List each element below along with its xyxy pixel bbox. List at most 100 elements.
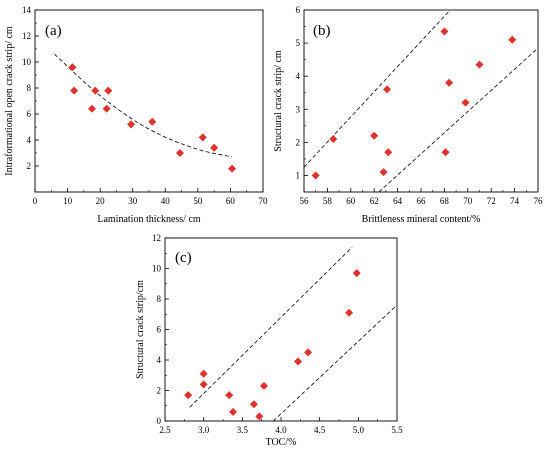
data-point (199, 369, 208, 378)
y-tick-label: 8 (27, 83, 32, 93)
plot-frame (34, 9, 264, 193)
y-tick-label: 8 (157, 294, 162, 304)
x-tick-label: 40 (161, 196, 171, 206)
y-tick-label: 1 (296, 170, 301, 180)
x-tick-label: 66 (417, 196, 427, 206)
chart-panel-a: 0 10 20 30 40 50 60 70 2 4 6 8 10 12 14 Lamination thic… (4, 5, 268, 225)
y-tick-label: 12 (152, 233, 161, 243)
data-point (249, 400, 258, 409)
plot-frame (303, 9, 539, 193)
data-point (175, 149, 184, 157)
data-point (91, 86, 100, 95)
chart-panel-b: 56 58 60 62 64 66 68 70 72 74 76123456Brittleness … (273, 5, 543, 225)
data-point (294, 357, 303, 366)
y-tick-label: 2 (27, 161, 32, 171)
data-point (445, 78, 454, 87)
x-tick-label: 58 (323, 196, 333, 206)
panel-label: (c) (175, 250, 192, 266)
data-point (102, 104, 111, 113)
y-axis-label: Intraformational open crack strip/ cm (4, 26, 15, 176)
x-tick-label: 30 (128, 196, 138, 206)
data-point (311, 171, 320, 180)
chart-panel-c: 2.5 3.0 3.5 4.0 4.5 5.0 5.5 0 2 4 6 8 10 12 TOC/% Struc… (135, 233, 403, 448)
data-point (229, 407, 238, 416)
y-tick-label: 14 (22, 5, 32, 15)
y-tick-label: 10 (22, 57, 32, 67)
x-tick-label: 5.5 (391, 425, 403, 435)
panel-label: (b) (313, 23, 331, 39)
data-point (104, 86, 113, 95)
x-tick-label: 4.5 (314, 425, 326, 435)
data-point (383, 85, 392, 94)
data-point (461, 98, 470, 107)
data-point (127, 120, 136, 129)
x-tick-label: 50 (193, 196, 203, 206)
data-point (352, 269, 361, 278)
data-point (199, 380, 208, 389)
lower-envelope-line (272, 304, 397, 421)
y-tick-label: 12 (22, 31, 31, 41)
data-point (384, 148, 393, 157)
y-tick-label: 5 (296, 38, 301, 48)
y-tick-label: 4 (157, 355, 162, 365)
x-tick-label: 2.5 (159, 425, 171, 435)
data-point (184, 391, 193, 400)
y-tick-label: 0 (157, 416, 162, 426)
x-axis-label: Lamination thickness/ cm (97, 214, 201, 225)
data-point (370, 131, 379, 140)
x-tick-label: 60 (226, 196, 236, 206)
data-point (508, 35, 517, 44)
data-point (475, 60, 484, 69)
x-tick-label: 0 (33, 196, 38, 206)
y-tick-label: 2 (296, 137, 301, 147)
upper-envelope-line (304, 10, 451, 168)
x-tick-label: 3.0 (198, 425, 210, 435)
data-point (88, 104, 96, 113)
data-point (225, 391, 234, 400)
data-point (441, 148, 450, 157)
x-tick-label: 4.0 (275, 425, 287, 435)
lower-envelope-line (378, 47, 538, 192)
x-tick-label: 68 (440, 196, 450, 206)
x-tick-label: 72 (487, 196, 496, 206)
data-point (440, 27, 449, 36)
y-tick-label: 10 (152, 264, 162, 274)
data-point (68, 63, 77, 72)
plot-frame (164, 237, 398, 422)
y-tick-label: 4 (296, 71, 301, 81)
data-point (210, 143, 219, 152)
x-tick-label: 5.0 (353, 425, 365, 435)
y-axis-label: Structural crack strip/cm (135, 280, 146, 379)
x-tick-label: 56 (300, 196, 310, 206)
trend-curve (54, 53, 233, 158)
x-tick-label: 70 (259, 196, 269, 206)
y-tick-label: 3 (296, 104, 301, 114)
x-tick-label: 74 (510, 196, 520, 206)
y-tick-label: 2 (157, 386, 162, 396)
y-axis-label: Structural crack strip/ cm (273, 50, 284, 152)
upper-envelope-line (189, 246, 353, 408)
x-axis-label: TOC/% (266, 437, 297, 448)
data-point (198, 133, 207, 142)
x-tick-label: 3.5 (237, 425, 249, 435)
y-tick-label: 6 (296, 5, 301, 15)
y-tick-label: 6 (27, 109, 32, 119)
y-tick-label: 4 (27, 135, 32, 145)
y-tick-label: 6 (157, 325, 162, 335)
x-tick-label: 64 (393, 196, 403, 206)
x-tick-label: 10 (63, 196, 73, 206)
data-point (329, 135, 338, 144)
data-point (255, 412, 264, 421)
data-point (148, 117, 157, 126)
x-tick-label: 76 (534, 196, 544, 206)
panel-label: (a) (45, 23, 62, 39)
x-tick-label: 20 (96, 196, 106, 206)
data-point (259, 381, 268, 390)
x-axis-label: Brittleness mineral content/% (362, 214, 481, 225)
data-point (70, 86, 79, 95)
data-point (304, 348, 313, 357)
x-tick-label: 62 (370, 196, 379, 206)
x-tick-label: 70 (463, 196, 473, 206)
data-point (379, 168, 388, 177)
